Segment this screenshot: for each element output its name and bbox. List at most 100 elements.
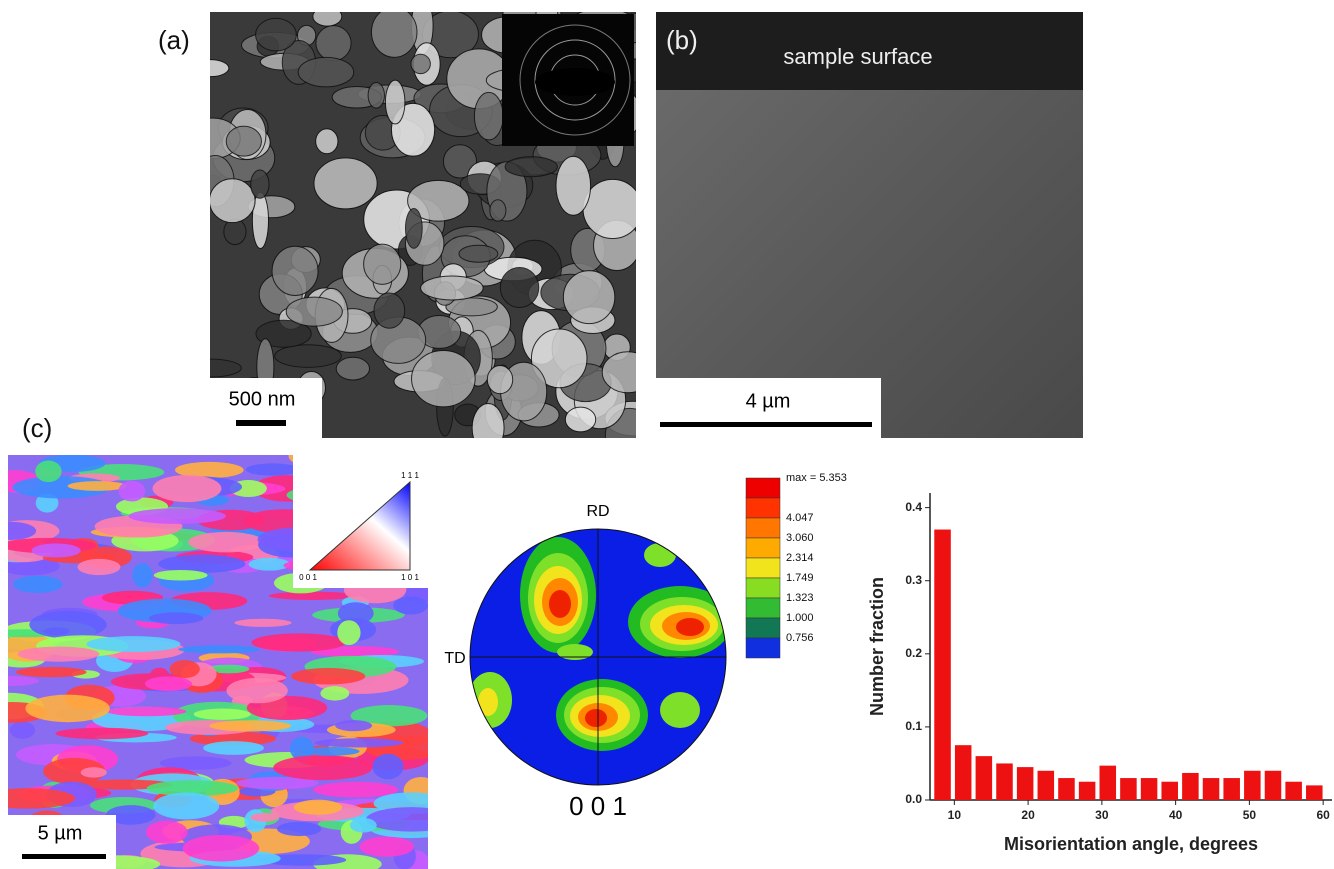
ipf-key	[308, 480, 411, 571]
ebsd-grain	[300, 746, 360, 756]
ebsd-grain	[43, 757, 106, 785]
pole-label: TD	[444, 650, 465, 667]
tem-grain	[504, 156, 558, 178]
ebsd-grain	[169, 660, 200, 679]
pole-legend: max = 5.353 4.047 3.060 2.314 1.749 1.323 1.00…	[745, 472, 847, 659]
ebsd-grain	[153, 792, 220, 820]
tem-grain	[442, 144, 478, 179]
ebsd-grain	[320, 686, 350, 701]
histogram: 0.0 0.1 0.2 0.3 0.4 10 20 30 40 50 60 Misorientatio…	[867, 493, 1332, 854]
ebsd-grain	[393, 596, 428, 615]
ebsd-grain	[251, 633, 346, 652]
ebsd-grain	[359, 836, 414, 857]
ebsd-grain	[248, 557, 291, 571]
ebsd-grain	[316, 463, 346, 475]
ebsd-grain	[295, 455, 343, 474]
tem-grain	[410, 53, 431, 75]
scale-bar	[22, 854, 106, 859]
panel-label: (b)	[666, 25, 698, 55]
ebsd-grain	[158, 554, 246, 573]
ebsd-grain	[146, 780, 239, 797]
bar	[1244, 770, 1261, 800]
panel-label: (a)	[158, 25, 190, 55]
tem-grain	[255, 319, 312, 348]
ebsd-grain	[80, 767, 107, 778]
legend-label: 1.749	[786, 572, 814, 584]
tem-grain	[601, 351, 636, 394]
scale-label: 4 µm	[746, 390, 791, 412]
ebsd-grain	[15, 666, 87, 678]
ebsd-grain	[193, 708, 251, 720]
ebsd-grain	[8, 788, 76, 809]
ebsd-grain	[128, 508, 226, 524]
ebsd-grain	[226, 677, 288, 704]
legend-label: 0.756	[786, 632, 814, 644]
ebsd-grain	[309, 469, 331, 485]
ebsd-grain	[343, 576, 407, 604]
ebsd-grain	[257, 527, 341, 552]
scale-label: 5 µm	[38, 822, 83, 844]
tem-grain	[489, 199, 507, 222]
tem-grain	[313, 157, 378, 210]
tem-grains	[210, 12, 636, 438]
ipf-label: 0 0 1	[299, 573, 317, 582]
ebsd-grain	[175, 461, 244, 479]
ebsd-grain	[235, 776, 319, 790]
legend-swatch	[745, 617, 781, 639]
ebsd-grain	[293, 799, 343, 815]
ebsd-grain	[291, 667, 366, 685]
legend-swatch	[745, 497, 781, 519]
bar	[975, 756, 993, 800]
legend-swatch	[745, 517, 781, 539]
ebsd-grain	[118, 480, 146, 502]
ebsd-grain	[206, 664, 250, 674]
ebsd-grain	[182, 835, 260, 862]
scale-label: 500 nm	[229, 388, 296, 410]
tem-grain	[384, 79, 406, 125]
ebsd-grain	[335, 720, 373, 732]
ebsd-grain	[314, 738, 404, 748]
legend-label: 1.323	[786, 592, 814, 604]
pole-contours	[470, 537, 726, 751]
ebsd-grain	[106, 706, 187, 717]
legend-label: 2.314	[786, 552, 814, 564]
tem-grain	[335, 356, 371, 381]
ebsd-grains	[8, 455, 428, 869]
ebsd-grain	[145, 820, 188, 844]
x-tick-label: 40	[1169, 808, 1183, 822]
legend-label: max = 5.353	[786, 472, 847, 484]
tem-grain	[486, 364, 514, 395]
tem-grain	[473, 91, 504, 141]
scale-bar	[236, 420, 286, 426]
ebsd-grain	[313, 781, 399, 798]
bar	[1264, 770, 1282, 800]
ebsd-grain	[148, 612, 204, 625]
ebsd-grain	[209, 720, 292, 732]
bar	[1120, 778, 1137, 800]
ebsd-grain	[178, 645, 261, 654]
tem-grain	[471, 403, 505, 438]
tem-grain	[210, 178, 256, 224]
ebsd-grain	[8, 675, 40, 687]
ebsd-grain	[288, 455, 336, 468]
ebsd-grain	[234, 618, 292, 627]
bar	[1037, 770, 1055, 800]
y-tick-label: 0.1	[905, 719, 922, 733]
bar	[1202, 778, 1220, 800]
y-tick-label: 0.0	[905, 792, 922, 806]
tem-grain	[271, 245, 319, 296]
ebsd-grain	[9, 721, 36, 739]
tem-grain	[370, 12, 418, 58]
ebsd-grain	[370, 488, 428, 505]
bar	[934, 529, 951, 800]
tem-grain	[274, 344, 342, 368]
tem-grain	[255, 17, 297, 52]
tem-grain	[373, 292, 406, 329]
tem-grain	[315, 25, 352, 62]
bar	[1223, 778, 1240, 800]
tem-grain	[420, 275, 484, 301]
tem-grain	[405, 207, 423, 249]
ebsd-grain	[258, 854, 347, 866]
beam-stop	[535, 68, 615, 96]
